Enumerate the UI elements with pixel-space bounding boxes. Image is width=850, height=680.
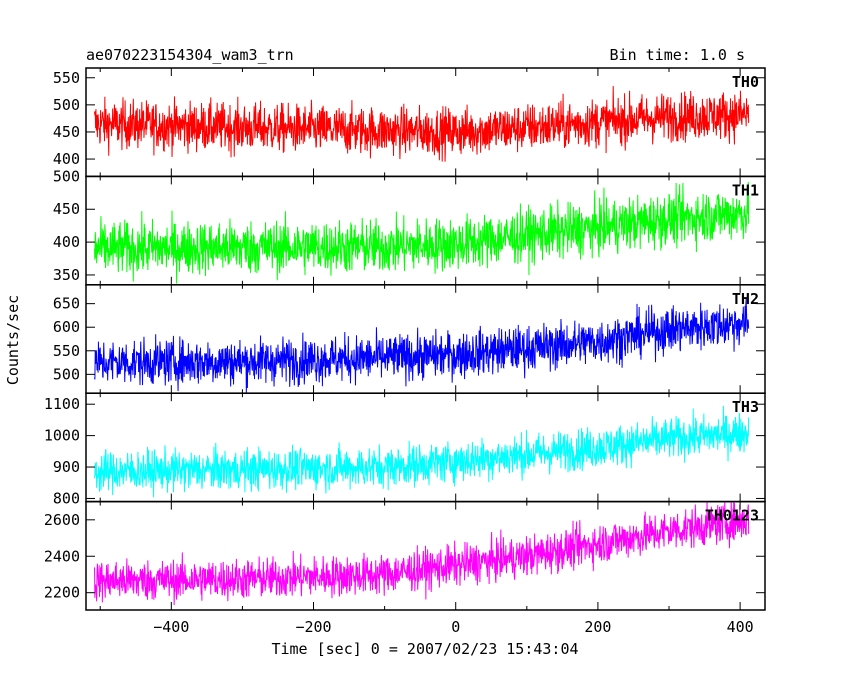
y-tick-label: 1100 (44, 395, 80, 413)
y-tick-label: 500 (53, 365, 80, 383)
y-tick-label: 350 (53, 266, 80, 284)
series-line-th0 (94, 86, 750, 162)
panel-label-th3: TH3 (732, 398, 759, 416)
panel-label-th0123: TH0123 (705, 507, 759, 525)
x-tick-label: −400 (153, 618, 189, 636)
series-line-th0123 (94, 501, 750, 606)
panel-label-th0: TH0 (732, 73, 759, 91)
x-tick-label: −200 (295, 618, 331, 636)
series-line-th1 (94, 181, 750, 284)
y-axis-label: Counts/sec (4, 295, 22, 385)
series-line-th2 (94, 298, 750, 393)
panel-th3: 800 900 1000 1100 TH3 (44, 392, 766, 507)
y-tick-label: 2200 (44, 584, 80, 602)
y-tick-label: 400 (53, 150, 80, 168)
bin-time-label: Bin time: 1.0 s (610, 46, 745, 64)
y-tick-label: 500 (53, 167, 80, 185)
y-tick-label: 650 (53, 295, 80, 313)
panel-th1: 350 400 450 500 TH1 (53, 167, 766, 286)
x-axis: −400 −200 0 200 400 (153, 618, 753, 636)
y-tick-label: 550 (53, 342, 80, 360)
panels-group: 400 450 500 550 TH0 350 400 450 500 TH1 500 550 600 6… (44, 67, 766, 611)
y-tick-label: 450 (53, 123, 80, 141)
x-tick-label: 200 (584, 618, 611, 636)
chart-title: ae070223154304_wam3_trn (86, 46, 294, 64)
x-tick-label: 400 (727, 618, 754, 636)
y-tick-label: 450 (53, 200, 80, 218)
panel-th0: 400 450 500 550 TH0 (53, 67, 766, 178)
series-line-th3 (94, 405, 750, 498)
y-tick-label: 800 (53, 489, 80, 507)
panel-th0123: 2200 2400 2600 TH0123 (44, 500, 766, 611)
y-tick-label: 550 (53, 69, 80, 87)
y-tick-label: 1000 (44, 427, 80, 445)
x-axis-label: Time [sec] 0 = 2007/02/23 15:43:04 (271, 640, 578, 658)
panel-frame (85, 392, 766, 503)
y-tick-label: 900 (53, 458, 80, 476)
y-tick-label: 2600 (44, 511, 80, 529)
panel-label-th2: TH2 (732, 290, 759, 308)
x-tick-label: 0 (451, 618, 460, 636)
y-tick-label: 2400 (44, 547, 80, 565)
panel-label-th1: TH1 (732, 181, 759, 199)
y-tick-label: 500 (53, 96, 80, 114)
y-tick-label: 600 (53, 318, 80, 336)
panel-th2: 500 550 600 650 TH2 (53, 284, 766, 394)
y-tick-label: 400 (53, 233, 80, 251)
